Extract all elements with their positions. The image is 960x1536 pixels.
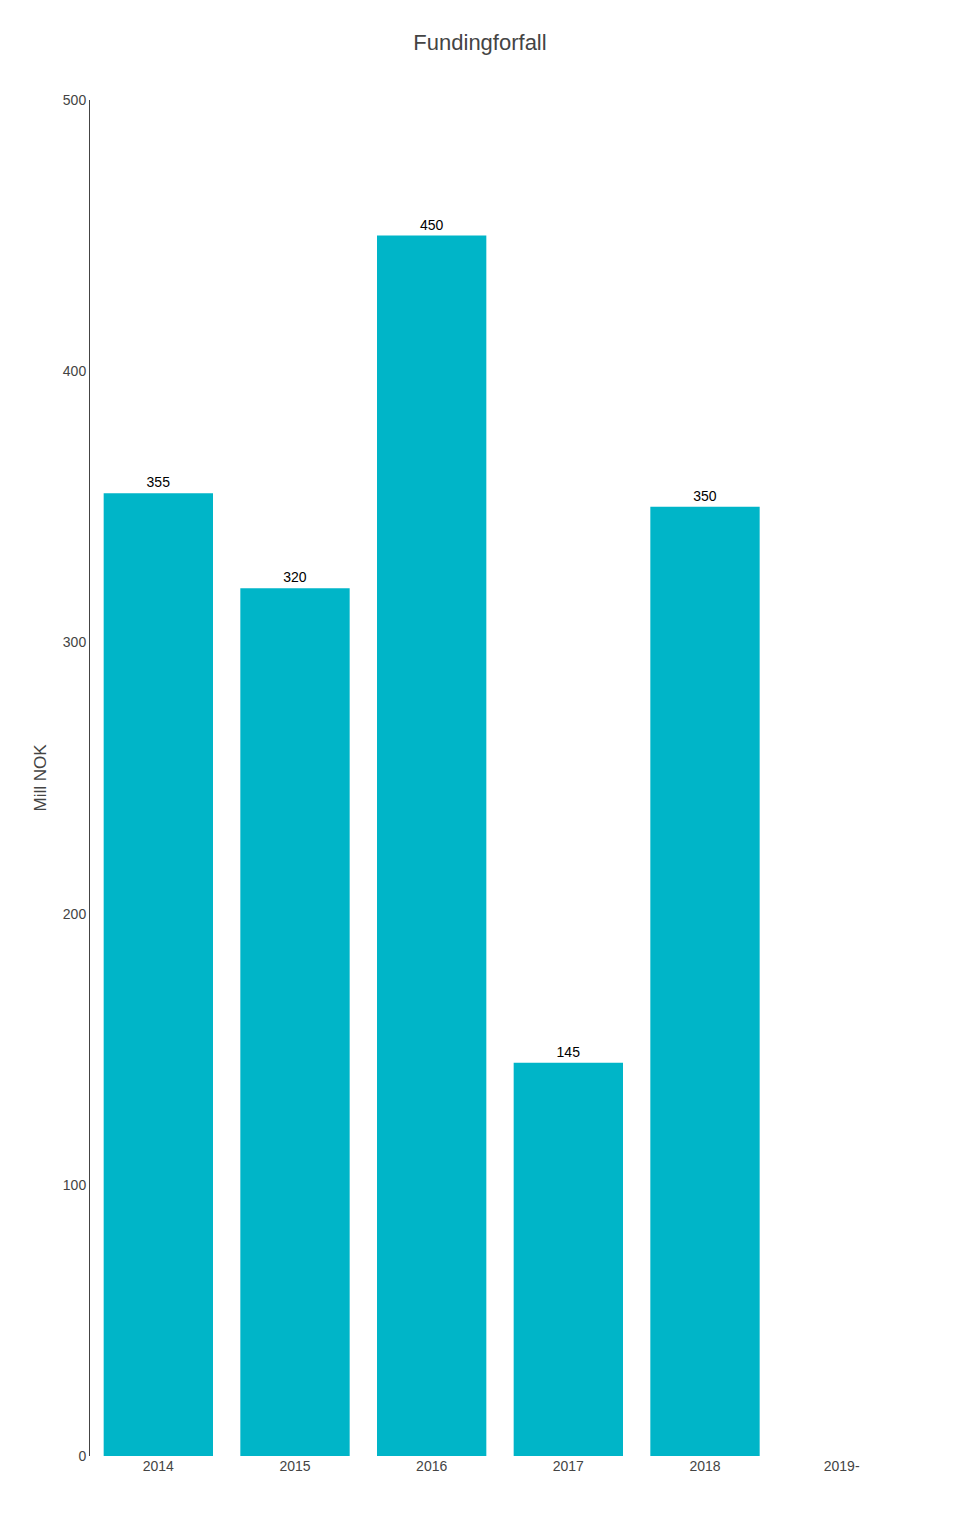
svg-text:2014: 2014 [143, 1458, 174, 1474]
svg-text:450: 450 [420, 217, 444, 233]
svg-text:2016: 2016 [416, 1458, 447, 1474]
svg-text:400: 400 [63, 363, 87, 379]
svg-text:2019-: 2019- [824, 1458, 860, 1474]
svg-text:320: 320 [283, 569, 307, 585]
svg-text:Fundingforfall: Fundingforfall [413, 30, 546, 55]
svg-text:100: 100 [63, 1177, 87, 1193]
svg-text:0: 0 [78, 1448, 86, 1464]
svg-text:350: 350 [693, 488, 717, 504]
svg-text:Mill NOK: Mill NOK [31, 744, 50, 812]
svg-text:2018: 2018 [689, 1458, 720, 1474]
svg-text:2017: 2017 [553, 1458, 584, 1474]
svg-text:145: 145 [557, 1044, 581, 1060]
svg-text:500: 500 [63, 92, 87, 108]
svg-text:300: 300 [63, 634, 87, 650]
svg-text:2015: 2015 [279, 1458, 310, 1474]
svg-text:200: 200 [63, 906, 87, 922]
svg-text:355: 355 [147, 474, 171, 490]
